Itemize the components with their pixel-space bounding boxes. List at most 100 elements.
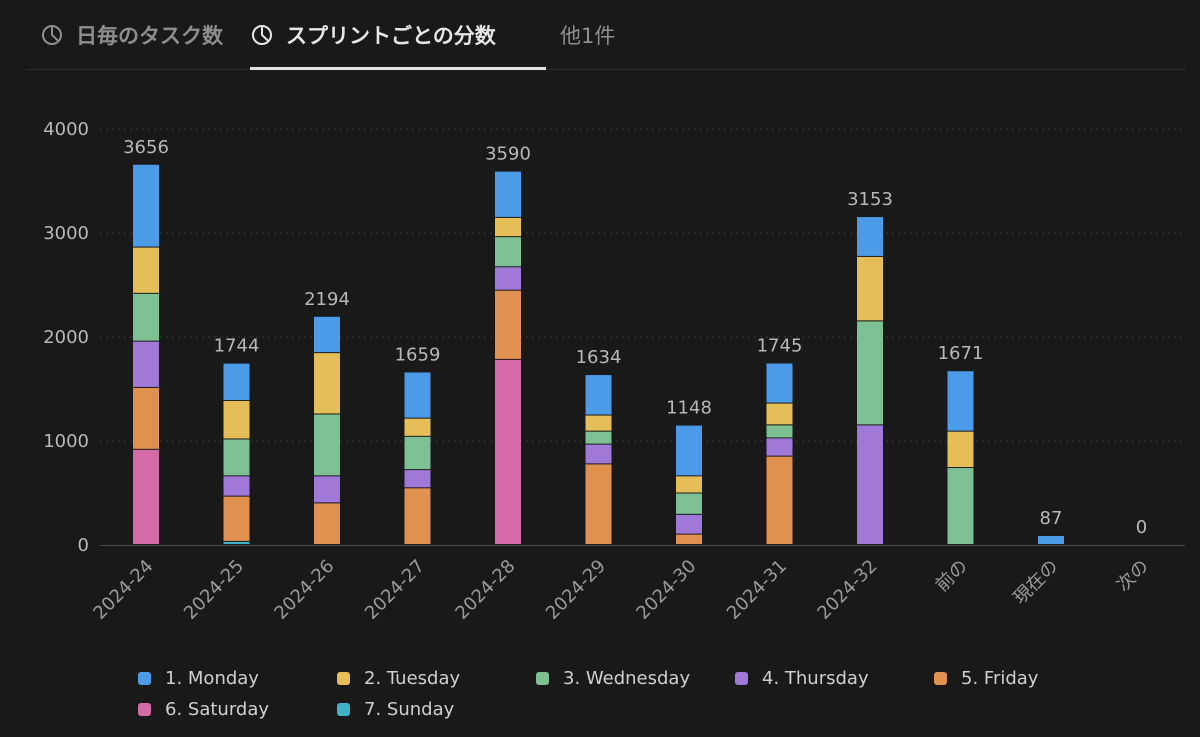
bar-segment-tuesday [223,400,250,439]
pie-chart-icon [252,24,272,45]
legend-item[interactable]: 7. Sunday [337,699,454,720]
bar-segment-monday [314,316,340,353]
legend-swatch [138,672,151,685]
legend-label: 6. Saturday [165,699,270,720]
bar-segment-thursday [495,267,521,290]
bar-segment-tuesday [766,403,793,425]
legend-item[interactable]: 5. Friday [934,668,1038,689]
legend-item[interactable]: 1. Monday [138,668,259,689]
bar-segment-wednesday [133,293,159,341]
bar-segment-friday [314,503,340,544]
legend-label: 2. Tuesday [364,668,461,689]
bar-segment-friday [404,488,431,544]
bar-segment-friday [585,464,612,544]
bar-total-label: 1744 [214,336,260,357]
bar-total-label: 1634 [576,347,622,368]
bar-segment-wednesday [585,431,612,444]
tab-minutes-per-sprint[interactable]: スプリントごとの分数 [250,0,546,70]
bar-segment-tuesday [314,353,340,414]
bar-segment-thursday [676,514,702,534]
legend-swatch [337,672,350,685]
bar-segment-wednesday [857,321,883,425]
bar-segment-tuesday [404,418,431,436]
bar-segment-saturday [133,449,159,544]
bar-segment-monday [495,171,521,217]
legend-swatch [337,703,350,716]
bar-segment-thursday [857,425,883,544]
legend-swatch [536,672,549,685]
bar-segment-thursday [223,476,250,496]
bar-segment-friday [223,496,250,541]
bar-segment-monday [133,164,159,247]
legend-swatch [934,672,947,685]
legend-label: 5. Friday [961,668,1039,689]
bar-segment-wednesday [314,414,340,476]
bar-segment-wednesday [404,436,431,470]
legend-item[interactable]: 3. Wednesday [536,668,690,689]
legend-item[interactable]: 4. Thursday [735,668,869,689]
bar-segment-tuesday [676,476,702,493]
bar-segment-wednesday [676,493,702,514]
legend-swatch [138,703,151,716]
stacked-bar-chart: 0 1000 2000 3000 4000 3656 2024-24 1744 2024-25 2… [43,119,1185,624]
bar-segment-thursday [133,341,159,387]
bar-segment-friday [495,290,521,359]
bar-segment-saturday [495,359,521,544]
x-tick-label: 2024-31 [723,556,791,624]
bar-total-label: 1671 [938,343,984,364]
bar-segment-monday [1038,535,1064,544]
x-tick-label: 次の [1113,556,1153,596]
y-tick-label: 1000 [43,431,89,452]
tab-more-views[interactable]: 他1件 [560,0,615,69]
bar-segment-wednesday [495,237,521,267]
x-tick-label: 2024-24 [89,556,157,624]
x-tick-label: 2024-28 [451,556,519,624]
legend-item[interactable]: 2. Tuesday [337,668,460,689]
bar-total-label: 2194 [304,289,350,310]
bar-total-label: 0 [1136,517,1147,538]
view-tab-bar: 日毎のタスク数 スプリントごとの分数 他1件 [26,0,1186,70]
x-tick-label: 2024-32 [813,556,881,624]
legend-label: 3. Wednesday [563,668,691,689]
bar-segment-monday [404,372,431,418]
bar-segment-monday [585,375,612,415]
x-tick-label: 2024-27 [361,556,429,624]
pie-chart-icon [42,24,62,45]
bar-segment-wednesday [766,425,793,438]
x-tick-label: 前の [932,556,972,596]
bar-segment-tuesday [947,431,974,468]
bar-total-label: 1659 [395,344,441,365]
bar-segment-friday [676,534,702,544]
y-tick-label: 2000 [43,327,89,348]
x-tick-label: 2024-26 [270,556,338,624]
legend-label: 7. Sunday [364,699,455,720]
tab-label: 他1件 [560,23,616,48]
bar-segment-wednesday [947,468,974,544]
tab-daily-task-count[interactable]: 日毎のタスク数 [40,0,223,69]
bar-total-label: 3590 [485,144,531,165]
tab-label: 日毎のタスク数 [76,23,223,48]
bar-segment-tuesday [857,256,883,321]
bar-total-label: 1745 [757,336,803,357]
y-tick-label: 0 [78,535,89,556]
bar-total-label: 1148 [666,398,712,419]
bar-segment-monday [947,371,974,431]
tab-label: スプリントごとの分数 [286,23,496,48]
legend-item[interactable]: 6. Saturday [138,699,269,720]
bar-segment-wednesday [223,439,250,476]
bar-segment-sunday [223,541,250,544]
bar-segment-thursday [404,470,431,488]
bar-segment-friday [766,456,793,544]
bar-total-label: 87 [1040,508,1063,529]
x-tick-label: 2024-25 [180,556,248,624]
x-tick-label: 2024-29 [542,556,610,624]
y-tick-label: 3000 [43,223,89,244]
bar-segment-tuesday [495,217,521,237]
bar-segment-monday [766,363,793,403]
bar-segment-tuesday [585,415,612,431]
legend-label: 4. Thursday [762,668,869,689]
bar-segment-monday [857,217,883,256]
bar-segment-friday [133,387,159,449]
bar-segment-monday [223,363,250,400]
bar-segment-thursday [766,438,793,456]
